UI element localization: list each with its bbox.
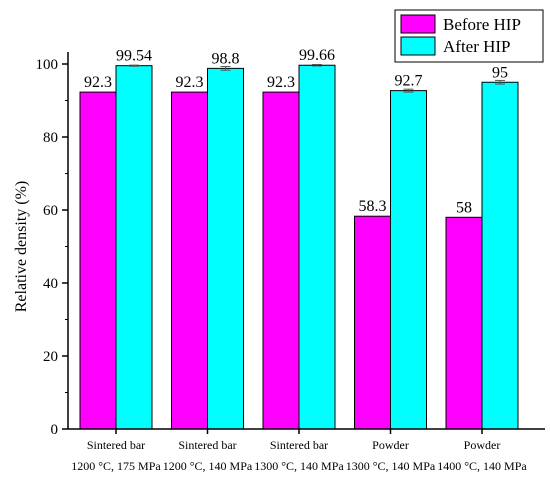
value-label-before-hip-0: 92.3 — [84, 74, 112, 91]
value-label-after-hip-4: 95 — [492, 64, 508, 81]
x-category-sublabel-3: 1300 °C, 140 MPa — [346, 459, 436, 473]
legend: Before HIP After HIP — [394, 9, 544, 63]
bar-before-hip-4 — [445, 216, 483, 430]
y-tick-label-40: 40 — [43, 276, 58, 292]
axes — [67, 52, 545, 430]
error-bars — [129, 64, 505, 93]
bar-after-hip-0 — [115, 65, 153, 430]
x-category-sublabel-4: 1400 °C, 140 MPa — [437, 459, 527, 473]
y-tick-label-0: 0 — [51, 422, 59, 438]
bar-before-hip-2 — [262, 91, 300, 430]
y-tick-label-80: 80 — [43, 130, 58, 146]
value-label-before-hip-2: 92.3 — [267, 74, 295, 91]
bar-after-hip-1 — [207, 67, 244, 430]
x-category-label-1: Sintered bar — [178, 438, 236, 452]
y-tick-label-100: 100 — [36, 57, 59, 73]
x-category-label-0: Sintered bar — [87, 438, 145, 452]
value-label-after-hip-2: 99.66 — [299, 47, 335, 64]
bar-before-hip-1 — [171, 91, 208, 430]
y-axis-title: Relative density (%) — [13, 181, 30, 313]
value-label-after-hip-3: 92.7 — [395, 73, 423, 90]
x-category-label-4: Powder — [464, 438, 501, 452]
x-category-sublabel-1: 1200 °C, 140 MPa — [163, 459, 253, 473]
bar-after-hip-4 — [481, 81, 519, 430]
y-tick-label-60: 60 — [43, 203, 58, 219]
value-label-after-hip-1: 98.8 — [212, 50, 240, 67]
x-category-sublabel-2: 1300 °C, 140 MPa — [254, 459, 344, 473]
legend-label-after-hip: After HIP — [443, 37, 511, 56]
bar-after-hip-2 — [298, 64, 336, 430]
x-category-label-2: Sintered bar — [270, 438, 328, 452]
value-label-before-hip-1: 92.3 — [176, 74, 204, 91]
value-label-after-hip-0: 99.54 — [116, 48, 152, 65]
bars — [79, 64, 519, 430]
x-category-sublabel-0: 1200 °C, 175 MPa — [71, 459, 161, 473]
value-label-before-hip-4: 58 — [456, 199, 472, 216]
x-category-labels: Sintered bar 1200 °C, 175 MPa Sintered bar… — [71, 429, 527, 473]
bar-before-hip-3 — [354, 215, 391, 430]
y-tick-label-20: 20 — [43, 349, 58, 365]
y-ticks: 0 20 40 60 80 100 — [36, 57, 68, 438]
value-label-before-hip-3: 58.3 — [359, 198, 387, 215]
legend-label-before-hip: Before HIP — [443, 15, 521, 34]
bar-after-hip-3 — [390, 90, 427, 430]
legend-swatch-after-hip — [400, 36, 436, 56]
legend-swatch-before-hip — [400, 14, 436, 34]
bar-before-hip-0 — [79, 91, 117, 430]
x-category-label-3: Powder — [372, 438, 409, 452]
